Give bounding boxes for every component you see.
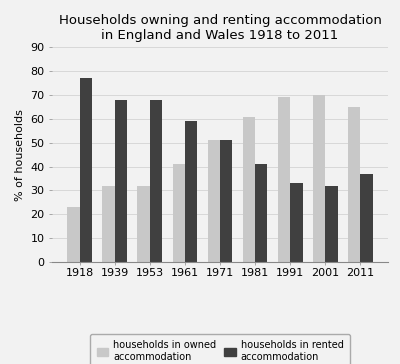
Bar	[290, 183, 302, 262]
Bar	[220, 141, 232, 262]
Bar	[138, 186, 150, 262]
Bar	[360, 174, 373, 262]
Bar	[325, 186, 338, 262]
Bar	[208, 141, 220, 262]
Bar	[80, 78, 92, 262]
Bar	[115, 100, 127, 262]
Title: Households owning and renting accommodation
in England and Wales 1918 to 2011: Households owning and renting accommodat…	[58, 14, 382, 42]
Bar	[278, 98, 290, 262]
Bar	[348, 107, 360, 262]
Bar	[150, 100, 162, 262]
Y-axis label: % of households: % of households	[15, 109, 25, 201]
Bar	[255, 164, 267, 262]
Bar	[102, 186, 115, 262]
Bar	[313, 95, 325, 262]
Bar	[185, 121, 197, 262]
Bar	[67, 207, 80, 262]
Bar	[173, 164, 185, 262]
Legend: households in owned
accommodation, households in rented
accommodation: households in owned accommodation, house…	[90, 334, 350, 364]
Bar	[243, 116, 255, 262]
